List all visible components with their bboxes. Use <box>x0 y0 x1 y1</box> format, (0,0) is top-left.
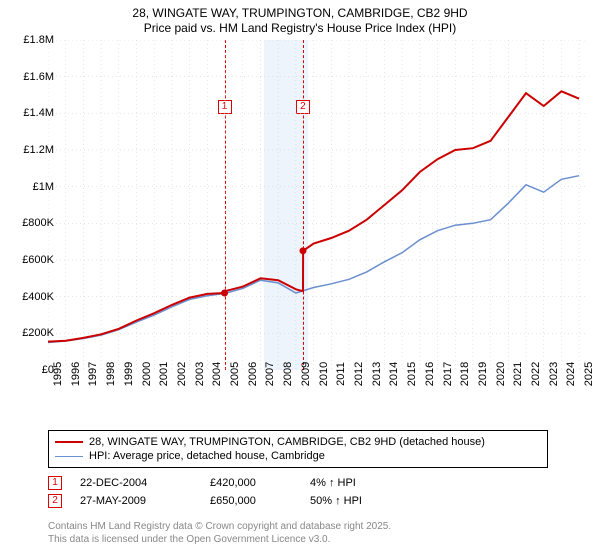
x-tick-label: 2019 <box>477 362 489 386</box>
x-tick-label: 2011 <box>335 362 347 386</box>
footer: Contains HM Land Registry data © Crown c… <box>48 520 568 546</box>
x-tick-label: 2018 <box>459 362 471 386</box>
footer-line1: Contains HM Land Registry data © Crown c… <box>48 520 568 533</box>
event-row-2: 2 27-MAY-2009 £650,000 50% ↑ HPI <box>48 492 568 510</box>
chart-area: 1 2 <box>48 40 588 370</box>
x-tick-label: 2024 <box>565 362 577 386</box>
event-price-2: £650,000 <box>210 495 310 507</box>
y-tick-label: £600K <box>22 254 54 266</box>
x-tick-label: 1997 <box>87 362 99 386</box>
title-address: 28, WINGATE WAY, TRUMPINGTON, CAMBRIDGE,… <box>0 6 600 20</box>
x-tick-label: 2003 <box>194 362 206 386</box>
footer-line2: This data is licensed under the Open Gov… <box>48 533 568 546</box>
x-tick-label: 2004 <box>211 362 223 386</box>
x-tick-label: 1996 <box>70 362 82 386</box>
x-tick-label: 2007 <box>264 362 276 386</box>
x-tick-label: 2001 <box>158 362 170 386</box>
y-tick-label: £1.8M <box>23 34 54 46</box>
y-tick-label: £1.4M <box>23 107 54 119</box>
x-tick-label: 2025 <box>583 362 595 386</box>
y-tick-label: £1.6M <box>23 71 54 83</box>
y-tick-label: £1.2M <box>23 144 54 156</box>
legend-swatch-property <box>55 441 83 443</box>
x-tick-label: 2000 <box>141 362 153 386</box>
x-tick-label: 1998 <box>105 362 117 386</box>
x-tick-label: 2016 <box>424 362 436 386</box>
event-date-2: 27-MAY-2009 <box>80 495 210 507</box>
x-tick-label: 2022 <box>530 362 542 386</box>
x-tick-label: 2006 <box>247 362 259 386</box>
y-tick-label: £200K <box>22 327 54 339</box>
x-tick-label: 2010 <box>318 362 330 386</box>
y-tick-label: £400K <box>22 291 54 303</box>
legend-swatch-hpi <box>55 456 83 457</box>
title-subtitle: Price paid vs. HM Land Registry's House … <box>0 21 600 35</box>
legend-item-property: 28, WINGATE WAY, TRUMPINGTON, CAMBRIDGE,… <box>55 435 541 449</box>
x-tick-label: 2002 <box>176 362 188 386</box>
event-badge-1: 1 <box>48 476 62 490</box>
event-badge-2: 2 <box>48 494 62 508</box>
x-tick-label: 2008 <box>282 362 294 386</box>
x-tick-label: 2021 <box>512 362 524 386</box>
x-tick-label: 2012 <box>353 362 365 386</box>
legend: 28, WINGATE WAY, TRUMPINGTON, CAMBRIDGE,… <box>48 430 548 468</box>
y-tick-label: £1M <box>33 181 54 193</box>
x-tick-label: 2005 <box>229 362 241 386</box>
event-delta-2: 50% ↑ HPI <box>310 495 568 507</box>
x-tick-label: 1999 <box>123 362 135 386</box>
title-block: 28, WINGATE WAY, TRUMPINGTON, CAMBRIDGE,… <box>0 0 600 37</box>
chart-container: 28, WINGATE WAY, TRUMPINGTON, CAMBRIDGE,… <box>0 0 600 560</box>
x-tick-label: 2009 <box>300 362 312 386</box>
y-tick-label: £800K <box>22 217 54 229</box>
event-row-1: 1 22-DEC-2004 £420,000 4% ↑ HPI <box>48 474 568 492</box>
plot-svg <box>48 40 588 370</box>
event-dot <box>299 247 306 254</box>
x-tick-label: 2017 <box>442 362 454 386</box>
event-dot <box>221 290 228 297</box>
legend-item-hpi: HPI: Average price, detached house, Camb… <box>55 449 541 463</box>
x-tick-label: 1995 <box>52 362 64 386</box>
event-date-1: 22-DEC-2004 <box>80 477 210 489</box>
event-list: 1 22-DEC-2004 £420,000 4% ↑ HPI 2 27-MAY… <box>48 474 568 510</box>
x-tick-label: 2014 <box>388 362 400 386</box>
x-tick-label: 2020 <box>495 362 507 386</box>
event-delta-1: 4% ↑ HPI <box>310 477 568 489</box>
x-tick-label: 2015 <box>406 362 418 386</box>
legend-label-hpi: HPI: Average price, detached house, Camb… <box>89 450 325 462</box>
x-tick-label: 2023 <box>548 362 560 386</box>
legend-label-property: 28, WINGATE WAY, TRUMPINGTON, CAMBRIDGE,… <box>89 436 485 448</box>
event-price-1: £420,000 <box>210 477 310 489</box>
x-tick-label: 2013 <box>371 362 383 386</box>
